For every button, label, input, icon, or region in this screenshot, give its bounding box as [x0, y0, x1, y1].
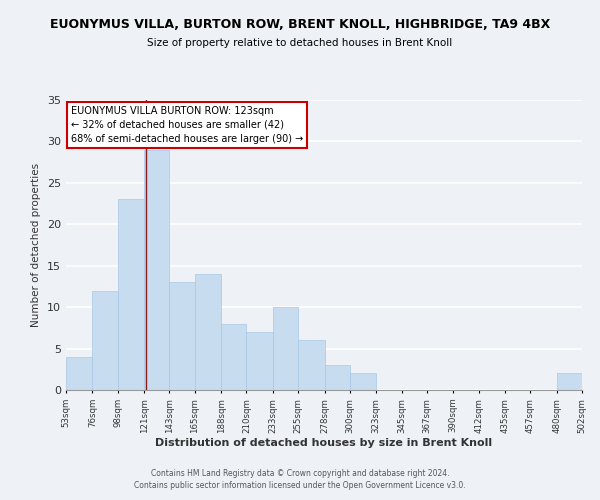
Bar — [325, 365, 350, 390]
Bar — [169, 282, 195, 390]
Text: Contains public sector information licensed under the Open Government Licence v3: Contains public sector information licen… — [134, 481, 466, 490]
Text: EUONYMUS VILLA BURTON ROW: 123sqm
← 32% of detached houses are smaller (42)
68% : EUONYMUS VILLA BURTON ROW: 123sqm ← 32% … — [71, 106, 304, 144]
X-axis label: Distribution of detached houses by size in Brent Knoll: Distribution of detached houses by size … — [155, 438, 493, 448]
Bar — [557, 374, 582, 390]
Text: EUONYMUS VILLA, BURTON ROW, BRENT KNOLL, HIGHBRIDGE, TA9 4BX: EUONYMUS VILLA, BURTON ROW, BRENT KNOLL,… — [50, 18, 550, 30]
Bar — [66, 357, 92, 390]
Bar — [144, 150, 169, 390]
Bar — [221, 324, 247, 390]
Bar — [195, 274, 221, 390]
Bar — [298, 340, 325, 390]
Bar — [247, 332, 273, 390]
Bar — [92, 290, 118, 390]
Bar — [118, 200, 144, 390]
Text: Size of property relative to detached houses in Brent Knoll: Size of property relative to detached ho… — [148, 38, 452, 48]
Bar — [273, 307, 298, 390]
Bar — [350, 374, 376, 390]
Text: Contains HM Land Registry data © Crown copyright and database right 2024.: Contains HM Land Registry data © Crown c… — [151, 468, 449, 477]
Y-axis label: Number of detached properties: Number of detached properties — [31, 163, 41, 327]
